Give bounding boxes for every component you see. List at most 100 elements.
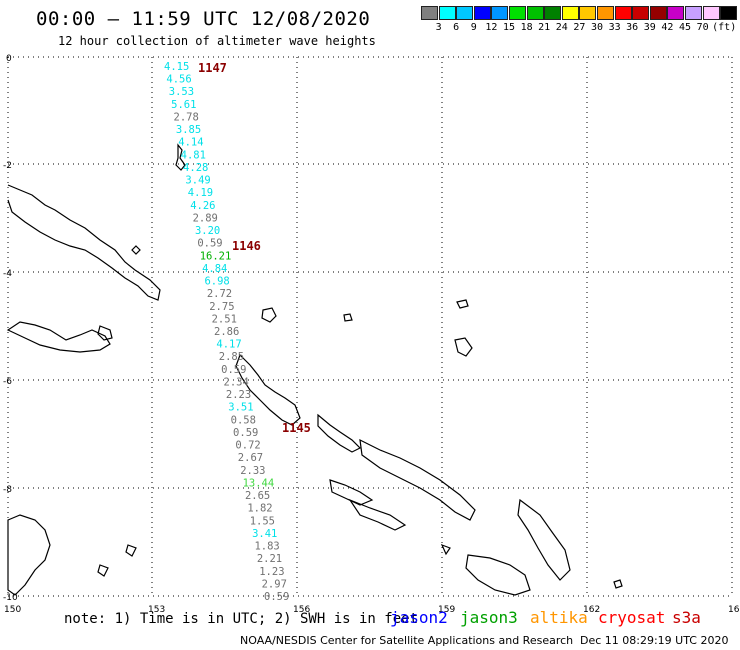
credit-text: NOAA/NESDIS Center for Satellite Applica…: [240, 634, 574, 647]
legend-swatch: [596, 6, 614, 20]
swh-value: 0.59: [197, 238, 222, 250]
legend-label: 3: [435, 22, 442, 33]
swh-value: 4.15: [164, 61, 189, 73]
coastline-atoll-6: [97, 564, 109, 577]
track-time-label: 1145: [282, 421, 311, 435]
swh-value: 3.53: [169, 86, 194, 98]
swh-value: 4.26: [190, 200, 215, 212]
satellite-label-jason2: jason2: [390, 608, 448, 627]
coastline-atoll-5: [613, 579, 623, 589]
coastline-atoll-3: [456, 299, 469, 309]
coastline-malaita: [517, 498, 571, 581]
legend-swatch: [667, 6, 685, 20]
coastlines: [6, 143, 623, 596]
legend-label: 6: [453, 22, 460, 33]
coastline-small-island-2: [131, 245, 141, 255]
y-tick-label: -8: [3, 485, 12, 495]
legend-swatch: [508, 6, 526, 20]
swh-value: 2.72: [207, 288, 232, 300]
legend-swatch: [438, 6, 456, 20]
swh-value: 16.21: [200, 250, 232, 262]
legend-swatch: [702, 6, 720, 20]
swh-value: 3.41: [252, 528, 277, 540]
swh-value: 3.51: [228, 402, 253, 414]
legend-label: 70: [696, 22, 709, 33]
swh-value: 2.51: [212, 313, 237, 325]
coastline-atoll-4: [454, 337, 473, 357]
legend-label: (ft): [712, 22, 737, 33]
swh-value: 1.82: [247, 503, 272, 515]
swh-value: 0.59: [221, 364, 246, 376]
coastline-atoll-8: [440, 543, 451, 556]
swh-value: 2.75: [209, 301, 234, 313]
swh-value: 1.23: [259, 566, 284, 578]
y-tick-label: -10: [3, 593, 18, 603]
swh-value: 0.59: [233, 427, 258, 439]
legend-swatch: [456, 6, 474, 20]
coastline-atoll-1: [261, 307, 277, 323]
swh-value: 2.23: [226, 389, 251, 401]
swh-value: 0.58: [231, 414, 256, 426]
swh-value: 2.89: [193, 212, 218, 224]
legend-label: 33: [608, 22, 621, 33]
swh-value: 2.34: [224, 376, 249, 388]
legend-label: 9: [470, 22, 477, 33]
legend-label: 15: [502, 22, 516, 33]
coastline-png-south: [7, 514, 51, 596]
swh-value: 4.84: [202, 263, 227, 275]
generated-timestamp: Dec 11 08:29:19 UTC 2020: [580, 634, 729, 647]
legend-label: 27: [573, 22, 586, 33]
track-time-label: 1147: [198, 61, 227, 75]
swh-value: 2.85: [219, 351, 244, 363]
swh-value: 4.19: [188, 187, 213, 199]
legend-swatch: [684, 6, 702, 20]
coastline-guadalcanal: [465, 554, 531, 596]
swh-value: 5.61: [171, 99, 196, 111]
legend-label: 42: [661, 22, 674, 33]
coastline-bougainville: [235, 353, 301, 426]
map-subtitle: 12 hour collection of altimeter wave hei…: [58, 34, 376, 48]
track-time-label: 1146: [232, 239, 261, 253]
swh-value: 0.59: [264, 591, 289, 603]
x-tick-label: 162: [583, 605, 600, 615]
swh-value: 13.44: [243, 477, 275, 489]
swh-value: 4.17: [216, 339, 241, 351]
coastline-santa-isabel: [359, 438, 476, 521]
y-tick-label: 0: [6, 54, 12, 64]
swh-value: 2.33: [240, 465, 265, 477]
swh-value: 2.97: [262, 578, 287, 590]
legend-label: 39: [643, 22, 656, 33]
coastline-small-island-1: [97, 325, 113, 341]
legend-label: 12: [485, 22, 498, 33]
legend-label: 18: [520, 22, 533, 33]
swh-value: 4.14: [178, 137, 203, 149]
footer-note: note: 1) Time is in UTC; 2) SWH is in fe…: [64, 611, 419, 627]
coastline-new-britain-south: [6, 321, 111, 353]
coastline-choiseul: [317, 413, 362, 453]
x-tick-label: 159: [438, 605, 455, 615]
coastline-atoll-2: [343, 313, 353, 322]
satellite-label-cryosat: cryosat: [598, 608, 666, 627]
swh-value: 3.85: [176, 124, 201, 136]
legend-swatch: [614, 6, 632, 20]
axis-labels: 150 153 156 159 162 165 0 -2 -4 -6 -8 -10: [3, 54, 740, 615]
wave-height-observations: 4.154.563.535.612.783.854.144.814.283.49…: [164, 61, 289, 603]
swh-value: 2.67: [238, 452, 263, 464]
satellite-label-altika: altika: [530, 608, 588, 627]
legend-swatch: [649, 6, 667, 20]
swh-value: 2.78: [174, 111, 199, 123]
swh-value: 4.81: [181, 149, 206, 161]
legend-swatch: [561, 6, 579, 20]
x-tick-label: 150: [4, 605, 21, 615]
legend-swatch: [421, 6, 438, 20]
coastline-atoll-7: [125, 544, 137, 557]
swh-value: 2.65: [245, 490, 270, 502]
legend-label: 36: [626, 22, 639, 33]
swh-value: 2.21: [257, 553, 282, 565]
satellite-label-jason3: jason3: [460, 608, 518, 627]
legend-swatch: [473, 6, 491, 20]
legend-label: 45: [678, 22, 692, 33]
legend-swatch: [491, 6, 509, 20]
map-title: 00:00 – 11:59 UTC 12/08/2020: [36, 8, 371, 30]
